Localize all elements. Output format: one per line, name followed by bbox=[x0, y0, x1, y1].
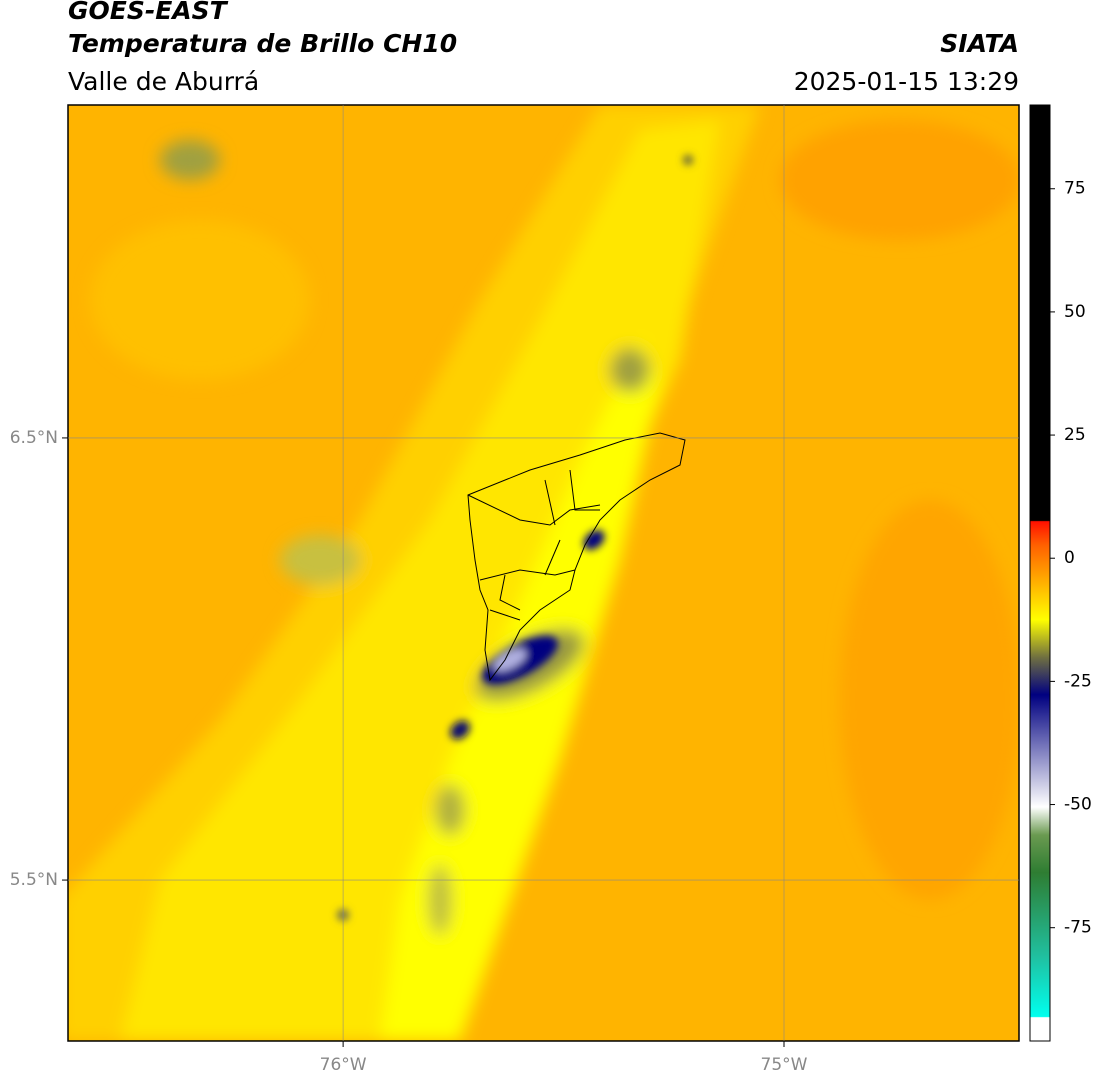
y-tick-label: 6.5°N bbox=[10, 428, 58, 448]
colorbar-tick-label: 0 bbox=[1064, 548, 1075, 568]
municipal-boundaries bbox=[467, 432, 686, 682]
colorbar-tick-label: 25 bbox=[1064, 425, 1086, 445]
region: Valle de Aburrá bbox=[68, 67, 259, 96]
colorbar-tick-label: -75 bbox=[1064, 918, 1092, 938]
colorbar-tick-label: -25 bbox=[1064, 671, 1092, 691]
y-tick-label: 5.5°N bbox=[10, 870, 58, 890]
map-frame bbox=[67, 104, 1020, 1042]
x-tick-label: 76°W bbox=[320, 1055, 367, 1075]
satellite-image bbox=[68, 105, 1019, 1041]
title: GOES-EAST bbox=[68, 0, 229, 25]
datetime: 2025-01-15 13:29 bbox=[794, 67, 1019, 96]
x-tick-label: 75°W bbox=[761, 1055, 808, 1075]
source: SIATA bbox=[940, 29, 1019, 58]
colorbar-tick-label: 75 bbox=[1064, 179, 1086, 199]
colorbar-tick-label: -50 bbox=[1064, 795, 1092, 815]
colorbar bbox=[1029, 104, 1051, 1042]
subtitle: Temperatura de Brillo CH10 bbox=[68, 29, 457, 58]
colorbar-tick-label: 50 bbox=[1064, 302, 1086, 322]
